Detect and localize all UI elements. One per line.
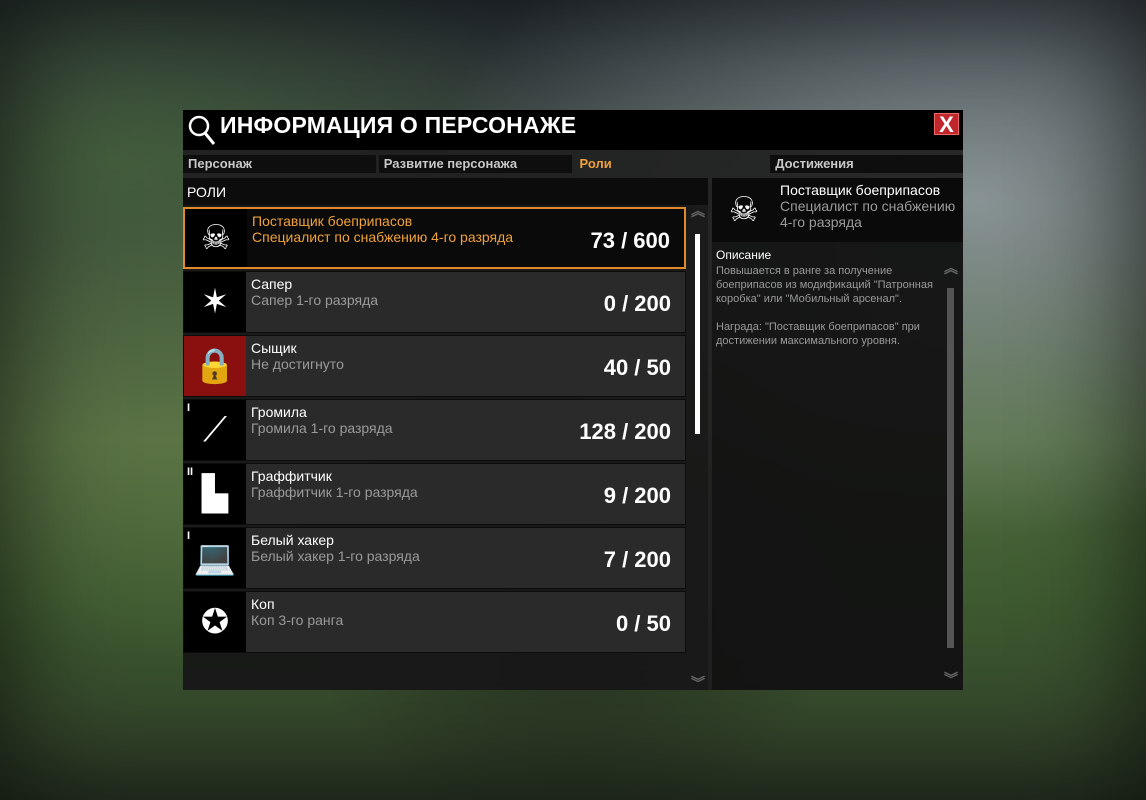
detail-role-name: Поставщик боеприпасов: [780, 182, 941, 198]
role-row[interactable]: ☠ Поставщик боеприпасов Специалист по сн…: [183, 207, 686, 269]
detonator-icon: ✶: [184, 272, 246, 332]
close-button[interactable]: X: [934, 113, 959, 136]
role-detail-header: ☠ Поставщик боеприпасов Специалист по сн…: [712, 178, 963, 242]
role-subtitle: Специалист по снабжению 4-го разряда: [252, 229, 514, 245]
description-text: Повышается в ранге за получение боеприпа…: [716, 265, 933, 347]
role-progress: 9 / 200: [603, 483, 671, 508]
skull-crossed-bullets-icon: ☠: [185, 209, 247, 267]
role-row[interactable]: ⟋ I Громила Громила 1-го разряда 128 / 2…: [183, 399, 686, 461]
role-progress: 128 / 200: [579, 419, 671, 444]
role-progress: 0 / 200: [603, 291, 671, 316]
scroll-up-icon[interactable]: ︽: [944, 260, 958, 276]
role-row[interactable]: ✶ Сапер Сапер 1-го разряда 0 / 200: [183, 271, 686, 333]
tab-achievements[interactable]: Достижения: [770, 155, 963, 173]
role-progress: 0 / 50: [615, 611, 671, 636]
role-row[interactable]: 🔒 Сыщик Не достигнуто 40 / 50: [183, 335, 686, 397]
role-name: Поставщик боеприпасов: [252, 213, 413, 229]
role-name: Громила: [251, 404, 307, 420]
tab-development[interactable]: Развитие персонажа: [378, 155, 572, 173]
laptop-icon: 💻: [184, 528, 246, 588]
window-title: ИНФОРМАЦИЯ О ПЕРСОНАЖЕ: [220, 112, 577, 138]
lock-icon: 🔒: [184, 336, 246, 396]
scroll-down-icon[interactable]: ︾: [944, 671, 958, 687]
role-row[interactable]: 💻 I Белый хакер Белый хакер 1-го разряда…: [183, 527, 686, 589]
role-progress: 73 / 600: [590, 228, 670, 253]
description-label: Описание: [716, 248, 772, 262]
tab-roles[interactable]: Роли: [579, 156, 612, 171]
role-progress: 7 / 200: [603, 547, 671, 572]
magnifier-icon: [188, 115, 216, 145]
police-badge-icon: ✪: [184, 592, 246, 652]
role-subtitle: Белый хакер 1-го разряда: [251, 548, 420, 564]
character-info-window: ИНФОРМАЦИЯ О ПЕРСОНАЖЕ X Персонаж Развит…: [183, 110, 963, 690]
bazooka-icon: ⟋: [184, 400, 246, 460]
rank-marker: II: [187, 466, 194, 478]
rank-marker: I: [187, 402, 191, 414]
role-detail-panel: ☠ Поставщик боеприпасов Специалист по сн…: [712, 178, 963, 690]
role-row[interactable]: ✪ Коп Коп 3-го ранга 0 / 50: [183, 591, 686, 653]
role-name: Сапер: [251, 276, 293, 292]
description-scrollbar[interactable]: ︽ ︾: [943, 260, 959, 687]
role-name: Белый хакер: [251, 532, 334, 548]
tab-bar: Персонаж Развитие персонажа Роли Достиже…: [183, 155, 963, 173]
spray-gun-icon: ▙: [184, 464, 246, 524]
role-name: Граффитчик: [251, 468, 332, 484]
tab-character[interactable]: Персонаж: [183, 155, 376, 173]
role-progress: 40 / 50: [603, 355, 671, 380]
skull-crossed-bullets-icon: ☠: [728, 191, 760, 229]
role-row[interactable]: ▙ II Граффитчик Граффитчик 1-го разряда …: [183, 463, 686, 525]
role-name: Коп: [251, 596, 275, 612]
scroll-down-icon[interactable]: ︾: [691, 675, 705, 691]
roles-header: РОЛИ: [183, 178, 708, 205]
scroll-up-icon[interactable]: ︽: [691, 203, 705, 219]
roles-panel: РОЛИ ☠ Поставщик боеприпасов Специалист …: [183, 178, 708, 690]
rank-marker: I: [187, 530, 191, 542]
scroll-thumb[interactable]: [695, 234, 700, 434]
title-bar: ИНФОРМАЦИЯ О ПЕРСОНАЖЕ X: [183, 110, 963, 150]
scroll-thumb[interactable]: [947, 288, 954, 648]
role-subtitle: Не достигнуто: [251, 356, 344, 372]
detail-role-subtitle: Специалист по снабжению 4-го разряда: [780, 198, 956, 230]
role-name: Сыщик: [251, 340, 297, 356]
roles-scrollbar[interactable]: ︽ ︾: [689, 203, 707, 691]
role-subtitle: Громила 1-го разряда: [251, 420, 393, 436]
role-subtitle: Граффитчик 1-го разряда: [251, 484, 418, 500]
role-subtitle: Коп 3-го ранга: [251, 612, 344, 628]
role-subtitle: Сапер 1-го разряда: [251, 292, 379, 308]
